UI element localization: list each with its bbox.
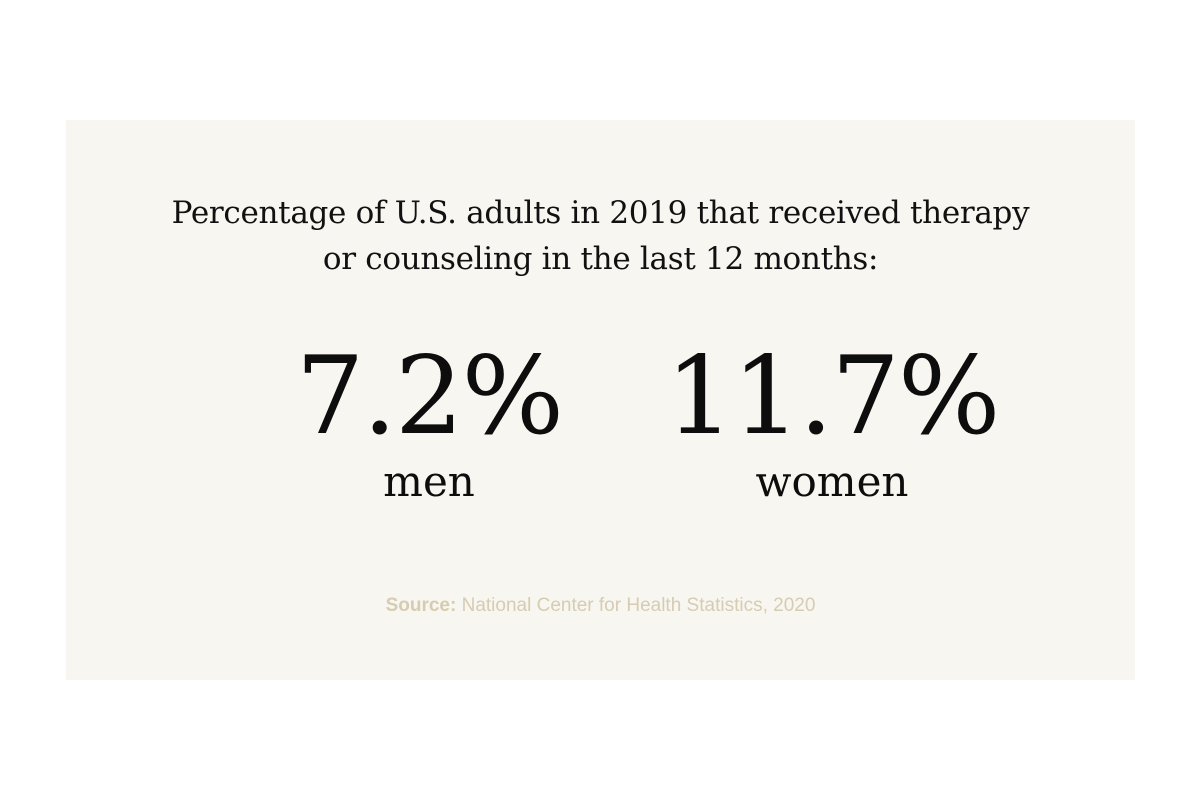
headline-line-1: Percentage of U.S. adults in 2019 that r… [171,195,1030,231]
stat-women-value: 11.7% [665,334,1000,459]
stat-men: 7.2% men [229,342,629,506]
stat-men-label: men [383,457,475,506]
stat-women: 11.7% women [632,342,1032,506]
source-citation: Source: National Center for Health Stati… [66,594,1135,618]
stat-card: Percentage of U.S. adults in 2019 that r… [66,120,1135,680]
stat-men-value: 7.2% [295,334,564,459]
headline-line-2: or counseling in the last 12 months: [322,241,879,277]
source-label: Source: [385,595,457,616]
stat-women-label: women [755,457,909,506]
source-text: National Center for Health Statistics, 2… [456,595,816,616]
headline: Percentage of U.S. adults in 2019 that r… [66,190,1135,282]
